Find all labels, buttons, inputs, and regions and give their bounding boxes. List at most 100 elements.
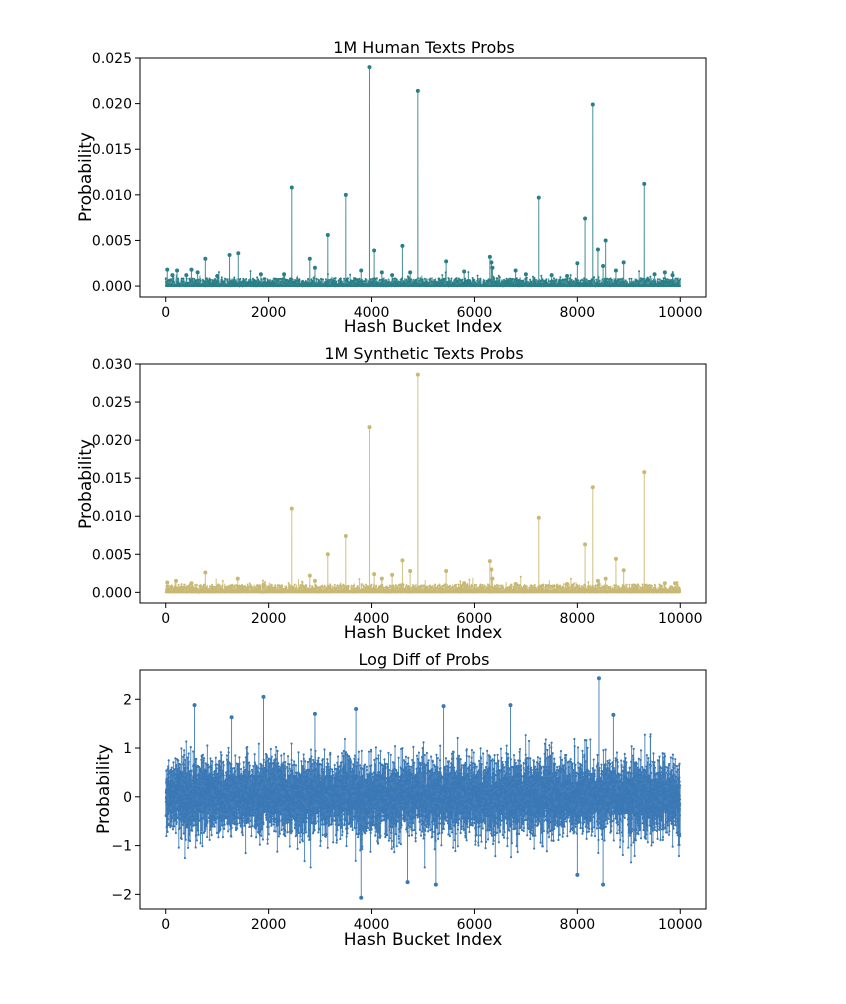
chart-panel-logdiff: Log Diff of Probs 0 2000 4000 6000 8000 10000…	[94, 650, 707, 950]
y-tick-label: 0.005	[92, 233, 132, 249]
y-tick-label: 0.025	[92, 51, 132, 67]
x-tick-label: 0	[161, 305, 170, 321]
data-point	[490, 576, 495, 581]
data-point	[227, 253, 232, 258]
data-point	[359, 895, 364, 900]
data-point	[621, 260, 626, 265]
data-point	[229, 715, 234, 720]
data-point	[575, 872, 580, 877]
data-point	[165, 580, 170, 585]
data-point	[662, 581, 667, 586]
data-point	[203, 256, 208, 261]
data-point	[192, 703, 197, 708]
data-point	[165, 267, 170, 272]
data-point	[444, 569, 449, 574]
data-point	[372, 248, 377, 253]
x-tick-label: 10000	[658, 611, 703, 627]
data-point	[372, 572, 377, 577]
data-point	[203, 570, 208, 575]
data-point	[367, 65, 372, 70]
data-point	[613, 268, 618, 273]
x-tick-label: 6000	[457, 305, 493, 321]
y-tick-label: 0.015	[92, 142, 132, 158]
data-point	[408, 569, 413, 574]
data-point	[258, 272, 263, 277]
x-tick-label: 10000	[658, 917, 703, 933]
chart-title: 1M Synthetic Texts Probs	[324, 344, 523, 363]
data-point	[289, 506, 294, 511]
x-tick-label: 4000	[354, 917, 390, 933]
data-point	[400, 243, 405, 248]
x-tick-label: 8000	[560, 611, 596, 627]
y-tick-label: 0.010	[92, 188, 132, 204]
chart-panel-human: 1M Human Texts Probs 0 2000 4000 6000 8000 10…	[76, 38, 707, 337]
data-point	[379, 576, 384, 581]
x-tick-label: 2000	[251, 611, 287, 627]
y-tick-label: −1	[111, 839, 132, 855]
data-point	[652, 272, 657, 277]
data-point	[596, 676, 601, 681]
data-point	[595, 247, 600, 252]
data-point	[462, 269, 467, 274]
data-point	[565, 274, 570, 279]
data-point	[184, 273, 189, 278]
x-tick-label: 0	[161, 917, 170, 933]
y-ticks: 0.000 0.005 0.010 0.015 0.020 0.025 0.030	[92, 357, 140, 601]
x-tick-label: 6000	[457, 611, 493, 627]
data-point	[261, 694, 266, 699]
data-point	[289, 185, 294, 190]
data-point	[603, 238, 608, 243]
x-axis-label: Hash Bucket Index	[344, 623, 503, 643]
y-tick-label: 0.000	[92, 585, 132, 601]
y-axis-label: Probability	[76, 132, 96, 222]
y-tick-label: 0.015	[92, 471, 132, 487]
data-point	[549, 273, 554, 278]
x-tick-label: 6000	[457, 917, 493, 933]
data-point	[189, 581, 194, 586]
data-point	[174, 578, 179, 583]
data-point	[613, 556, 618, 561]
data-point	[390, 572, 395, 577]
x-ticks: 0 2000 4000 6000 8000 10000	[161, 603, 703, 627]
data-point	[379, 270, 384, 275]
data-point	[642, 470, 647, 475]
data-point	[415, 88, 420, 93]
series-markers	[164, 66, 682, 288]
y-axis-label: Probability	[94, 744, 114, 834]
data-point	[390, 273, 395, 278]
data-point	[513, 581, 518, 586]
data-point	[215, 274, 220, 279]
data-point	[673, 581, 678, 586]
data-point	[312, 265, 317, 270]
data-point	[489, 567, 494, 572]
x-ticks: 0 2000 4000 6000 8000 10000	[161, 909, 703, 933]
data-point	[343, 534, 348, 539]
data-point	[325, 232, 330, 237]
data-point	[662, 270, 667, 275]
data-point	[583, 216, 588, 221]
data-point	[235, 576, 240, 581]
data-point	[611, 712, 616, 717]
data-point	[415, 372, 420, 377]
y-tick-label: 0.020	[92, 97, 132, 113]
series-markers	[164, 677, 682, 899]
chart-panel-synthetic: 1M Synthetic Texts Probs 0 2000 4000 6000 80…	[76, 344, 707, 643]
data-point	[523, 272, 528, 277]
data-point	[307, 256, 312, 261]
data-point	[408, 270, 413, 275]
data-point	[583, 542, 588, 547]
data-point	[433, 882, 438, 887]
data-point	[307, 573, 312, 578]
data-point	[441, 704, 446, 709]
y-tick-label: 2	[123, 692, 132, 708]
data-point	[170, 273, 175, 278]
y-tick-label: 0.025	[92, 395, 132, 411]
data-point	[642, 181, 647, 186]
plot-frame	[139, 363, 707, 604]
y-tick-label: 0	[123, 790, 132, 806]
data-point	[508, 703, 513, 708]
y-tick-label: 0.000	[92, 279, 132, 295]
data-point	[575, 261, 580, 266]
x-tick-label: 2000	[251, 917, 287, 933]
